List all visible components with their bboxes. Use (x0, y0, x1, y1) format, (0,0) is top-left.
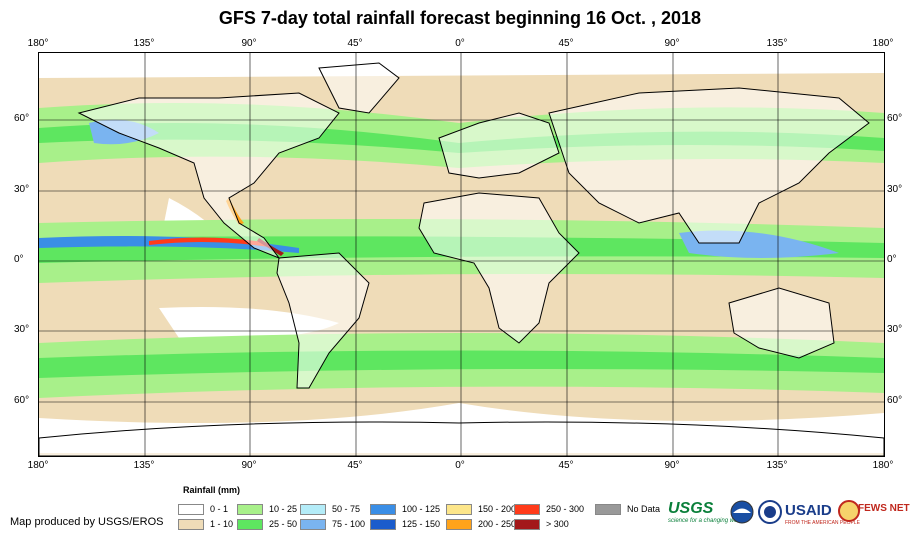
legend-item: 150 - 200 (446, 503, 516, 515)
legend-item: No Data (595, 503, 660, 515)
greenland (318, 62, 400, 114)
axis-label: 60° (14, 395, 30, 406)
axis-label: 0° (455, 460, 465, 471)
africa (418, 192, 580, 344)
noaa-logo (730, 500, 754, 524)
axis-label: 135° (766, 38, 788, 49)
legend-label: 200 - 250 (478, 519, 517, 529)
legend-swatch (300, 503, 326, 515)
legend-label: 10 - 25 (269, 504, 298, 514)
axis-label: 0° (14, 254, 24, 265)
legend-label: No Data (627, 504, 661, 514)
legend-item: 1 - 10 (178, 518, 233, 530)
axis-label: 30° (887, 324, 903, 335)
australia (728, 287, 835, 359)
eastern-pacific-extreme-rain (149, 237, 269, 247)
axis-label: 30° (887, 184, 903, 195)
legend-swatch (446, 518, 472, 530)
axis-label: 90° (241, 460, 257, 471)
axis-label: 135° (133, 38, 155, 49)
legend-swatch (514, 503, 540, 515)
itcz-heavy-rain (39, 235, 299, 253)
usgs-tagline: science for a changing world (668, 518, 745, 524)
axis-label: 90° (664, 460, 680, 471)
legend-label: 150 - 200 (478, 504, 517, 514)
usgs-logo-text: USGS (668, 500, 714, 517)
legend-label: 25 - 50 (269, 519, 298, 529)
axis-label: 180° (27, 38, 49, 49)
axis-label: 0° (455, 38, 465, 49)
legend-swatch (514, 518, 540, 530)
asia (548, 87, 870, 244)
fewsnet-icon (838, 500, 860, 522)
legend-title: Rainfall (mm) (183, 485, 241, 495)
axis-label: 60° (887, 113, 903, 124)
axis-label: 135° (133, 460, 155, 471)
legend-item: 25 - 50 (237, 518, 297, 530)
legend-label: > 300 (546, 519, 569, 529)
usgs-logo: USGS science for a changing world (668, 500, 744, 524)
map-title: GFS 7-day total rainfall forecast beginn… (218, 8, 702, 28)
fewsnet-logo: FEWS NET (858, 503, 910, 514)
legend-label: 50 - 75 (332, 504, 361, 514)
legend-label: 0 - 1 (210, 504, 229, 514)
axis-label: 60° (887, 395, 903, 406)
axis-label: 60° (14, 113, 30, 124)
legend-swatch (178, 503, 204, 515)
axis-label: 45° (558, 460, 574, 471)
axis-label: 180° (872, 460, 894, 471)
axis-label: 180° (27, 460, 49, 471)
axis-label: 45° (558, 38, 574, 49)
axis-label: 180° (872, 38, 894, 49)
legend-swatch (595, 503, 621, 515)
axis-label: 30° (14, 184, 30, 195)
legend-label: 250 - 300 (546, 504, 585, 514)
axis-label: 90° (664, 38, 680, 49)
rainfall-map-svg (39, 53, 884, 456)
legend-item: 50 - 75 (300, 503, 360, 515)
axis-label: 0° (887, 254, 897, 265)
legend-swatch (446, 503, 472, 515)
legend-label: 1 - 10 (210, 519, 234, 529)
axis-label: 45° (347, 460, 363, 471)
legend-item: 125 - 150 (370, 518, 440, 530)
rainfall-map (38, 52, 885, 457)
axis-label: 90° (241, 38, 257, 49)
legend-item: 75 - 100 (300, 518, 365, 530)
north-america (77, 92, 340, 260)
legend-swatch (237, 503, 263, 515)
legend-item: 200 - 250 (446, 518, 516, 530)
legend-label: 125 - 150 (402, 519, 441, 529)
axis-label: 135° (766, 460, 788, 471)
legend-swatch (237, 518, 263, 530)
axis-label: 45° (347, 38, 363, 49)
legend-label: 75 - 100 (332, 519, 366, 529)
arctic-dry-zone (39, 53, 884, 78)
map-credit: Map produced by USGS/EROS (10, 516, 164, 528)
legend-swatch (178, 518, 204, 530)
legend-item: 0 - 1 (178, 503, 228, 515)
graticule (39, 53, 884, 456)
usaid-seal (758, 500, 782, 524)
legend-item: > 300 (514, 518, 569, 530)
usaid-logo-text: USAID (785, 502, 832, 519)
legend-swatch (370, 518, 396, 530)
legend-item: 10 - 25 (237, 503, 297, 515)
usaid-logo: USAID FROM THE AMERICAN PEOPLE (785, 502, 860, 526)
usaid-tagline: FROM THE AMERICAN PEOPLE (785, 520, 860, 526)
south-america (276, 252, 370, 389)
legend-item: 250 - 300 (514, 503, 584, 515)
legend-swatch (300, 518, 326, 530)
europe (438, 112, 560, 179)
axis-label: 30° (14, 324, 30, 335)
legend-item: 100 - 125 (370, 503, 440, 515)
legend-label: 100 - 125 (402, 504, 441, 514)
legend-swatch (370, 503, 396, 515)
